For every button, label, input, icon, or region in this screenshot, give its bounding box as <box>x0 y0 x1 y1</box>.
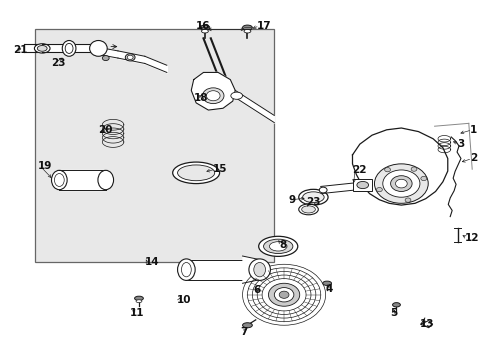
Ellipse shape <box>244 30 251 33</box>
Ellipse shape <box>201 30 208 33</box>
Ellipse shape <box>376 188 382 192</box>
Text: 17: 17 <box>257 21 272 31</box>
Ellipse shape <box>383 170 420 197</box>
Ellipse shape <box>392 303 400 307</box>
Ellipse shape <box>177 165 215 181</box>
Text: 3: 3 <box>458 139 465 149</box>
Ellipse shape <box>125 54 135 61</box>
Text: 1: 1 <box>470 125 477 135</box>
Text: 13: 13 <box>420 319 435 329</box>
Text: 23: 23 <box>306 197 320 207</box>
Ellipse shape <box>243 25 252 30</box>
Ellipse shape <box>34 44 50 53</box>
Text: 14: 14 <box>145 257 159 267</box>
Ellipse shape <box>247 268 321 321</box>
Ellipse shape <box>262 279 306 311</box>
Ellipse shape <box>62 41 76 56</box>
Ellipse shape <box>299 189 328 205</box>
Ellipse shape <box>421 176 427 181</box>
Ellipse shape <box>257 275 311 315</box>
Text: 15: 15 <box>213 164 228 174</box>
Ellipse shape <box>243 323 252 328</box>
Ellipse shape <box>374 164 428 203</box>
Ellipse shape <box>90 41 107 56</box>
Ellipse shape <box>54 174 64 186</box>
Text: 18: 18 <box>194 93 208 103</box>
Text: 8: 8 <box>279 239 287 249</box>
Ellipse shape <box>302 206 316 213</box>
Text: 23: 23 <box>51 58 66 68</box>
Ellipse shape <box>65 43 73 53</box>
Ellipse shape <box>395 179 407 188</box>
Ellipse shape <box>269 283 300 306</box>
Ellipse shape <box>51 170 67 190</box>
Text: 10: 10 <box>176 295 191 305</box>
Ellipse shape <box>319 187 327 193</box>
Ellipse shape <box>259 236 298 256</box>
Ellipse shape <box>37 45 47 51</box>
Ellipse shape <box>102 55 109 60</box>
Ellipse shape <box>200 25 210 30</box>
Text: 16: 16 <box>196 21 211 31</box>
Ellipse shape <box>249 259 270 280</box>
Ellipse shape <box>252 271 316 318</box>
Ellipse shape <box>98 170 114 190</box>
Ellipse shape <box>385 167 391 172</box>
Text: 21: 21 <box>13 45 27 55</box>
Ellipse shape <box>181 262 191 277</box>
Text: 9: 9 <box>289 195 296 205</box>
Ellipse shape <box>254 262 266 277</box>
Ellipse shape <box>135 296 144 301</box>
Text: 12: 12 <box>465 233 479 243</box>
Ellipse shape <box>127 55 133 59</box>
Bar <box>35 30 274 262</box>
Text: 7: 7 <box>240 327 247 337</box>
Ellipse shape <box>357 181 368 189</box>
Ellipse shape <box>279 291 289 298</box>
Text: 6: 6 <box>254 285 261 296</box>
Ellipse shape <box>411 167 417 171</box>
Ellipse shape <box>391 176 412 192</box>
Text: 19: 19 <box>37 161 52 171</box>
Ellipse shape <box>274 288 294 302</box>
Ellipse shape <box>177 259 195 280</box>
Text: 2: 2 <box>470 153 477 163</box>
Ellipse shape <box>303 192 324 203</box>
Ellipse shape <box>172 162 220 184</box>
Text: 4: 4 <box>326 284 333 294</box>
Text: 20: 20 <box>98 125 113 135</box>
Ellipse shape <box>299 204 318 215</box>
Ellipse shape <box>206 91 220 101</box>
Polygon shape <box>352 128 448 205</box>
Ellipse shape <box>202 88 224 104</box>
Ellipse shape <box>405 198 411 202</box>
Ellipse shape <box>323 281 331 285</box>
Ellipse shape <box>136 300 142 303</box>
Ellipse shape <box>231 92 243 99</box>
Ellipse shape <box>270 242 287 251</box>
Text: 11: 11 <box>130 309 145 318</box>
Text: 5: 5 <box>391 309 398 318</box>
Bar <box>353 179 372 191</box>
Ellipse shape <box>264 239 293 253</box>
Text: 22: 22 <box>352 165 367 175</box>
Polygon shape <box>191 72 235 110</box>
Ellipse shape <box>243 264 326 325</box>
